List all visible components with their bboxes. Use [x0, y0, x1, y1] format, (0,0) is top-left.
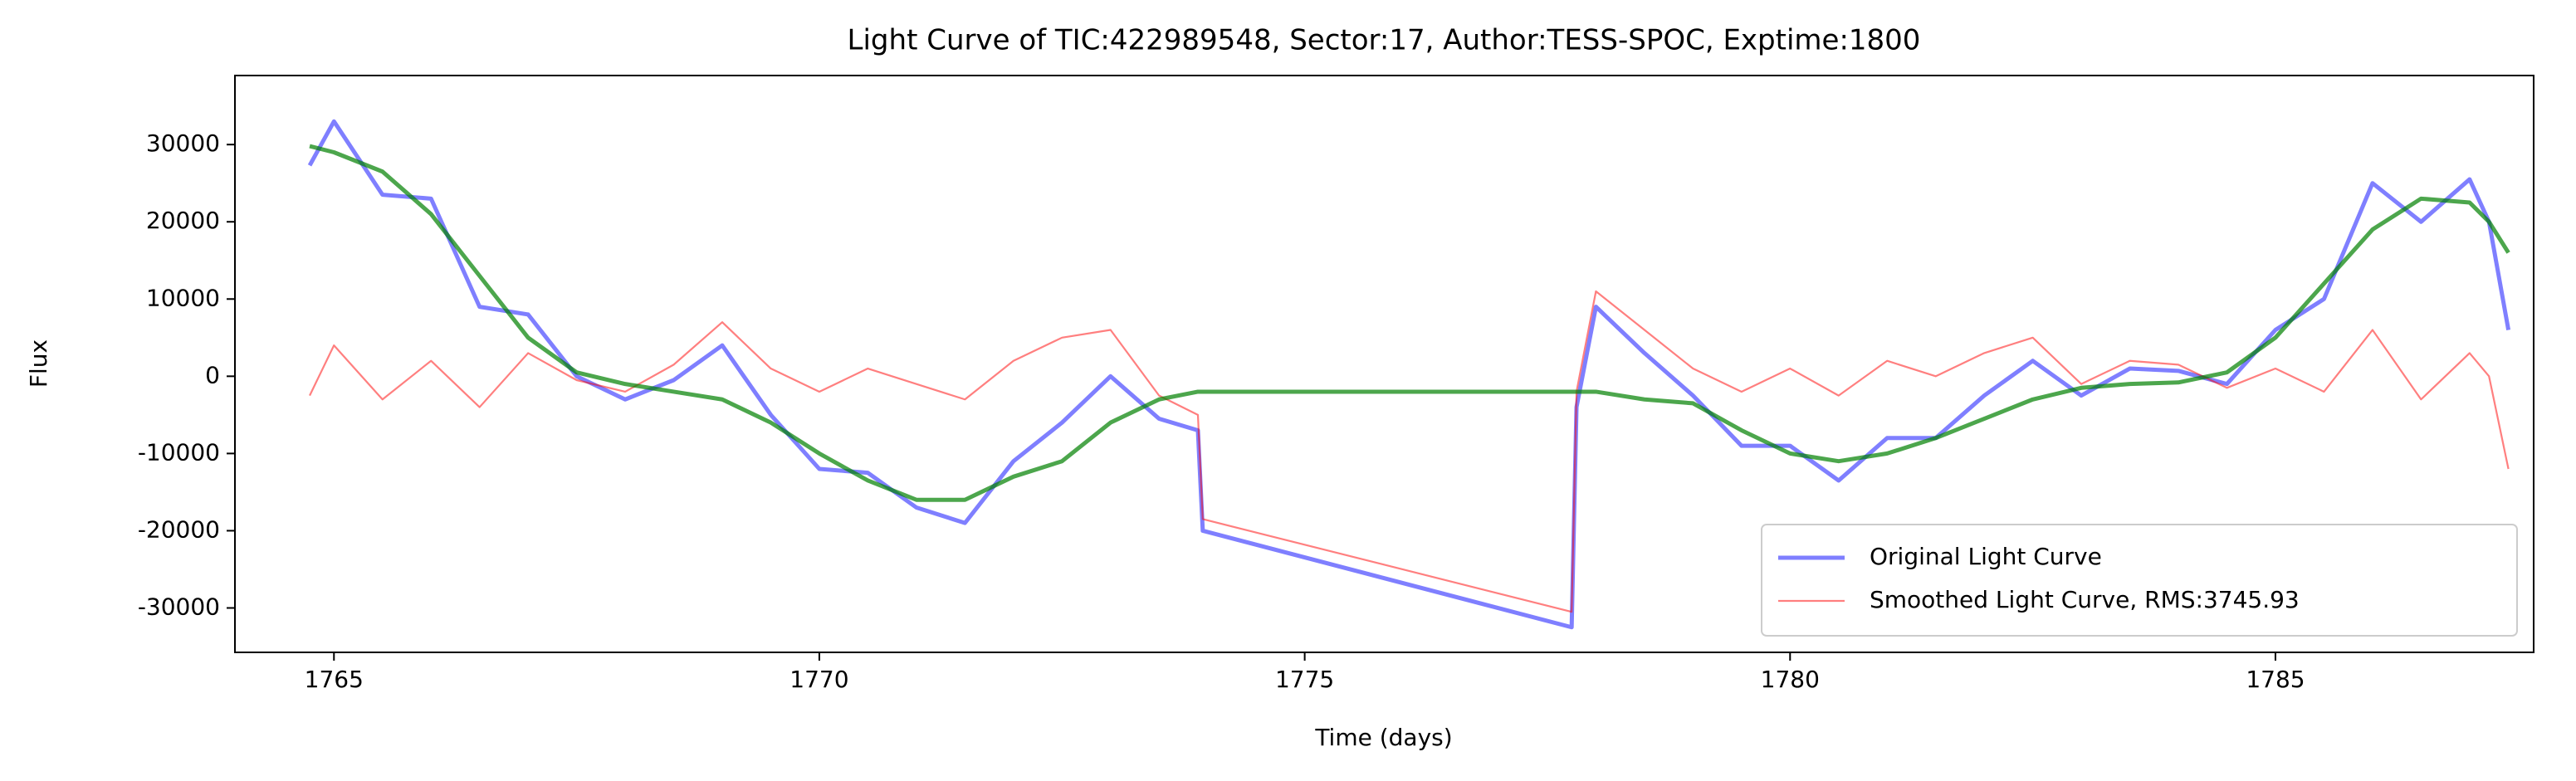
y-tick-label: 30000: [146, 129, 220, 157]
legend-label: Smoothed Light Curve, RMS:3745.93: [1870, 586, 2300, 613]
y-axis-label: Flux: [25, 339, 52, 388]
series-line: [309, 144, 2510, 502]
x-tick-label: 1775: [1275, 666, 1334, 693]
y-tick-label: 10000: [146, 284, 220, 311]
y-tick-label: -10000: [138, 438, 220, 466]
x-tick-label: 1765: [305, 666, 364, 693]
legend-label: Original Light Curve: [1870, 543, 2102, 570]
y-tick-label: 20000: [146, 207, 220, 234]
y-tick-label: 0: [205, 361, 220, 388]
plot-frame: [234, 75, 2534, 653]
x-tick-label: 1770: [789, 666, 848, 693]
legend-box: [1761, 524, 2518, 637]
x-tick-label: 1780: [1761, 666, 1820, 693]
x-tick-label: 1785: [2246, 666, 2305, 693]
y-tick-label: -20000: [138, 515, 220, 543]
chart-title: Light Curve of TIC:422989548, Sector:17,…: [848, 24, 1921, 57]
legend: Original Light Curve Smoothed Light Curve…: [1761, 524, 2518, 637]
y-tick-label: -30000: [138, 593, 220, 620]
x-axis-label: Time (days): [1314, 724, 1452, 751]
